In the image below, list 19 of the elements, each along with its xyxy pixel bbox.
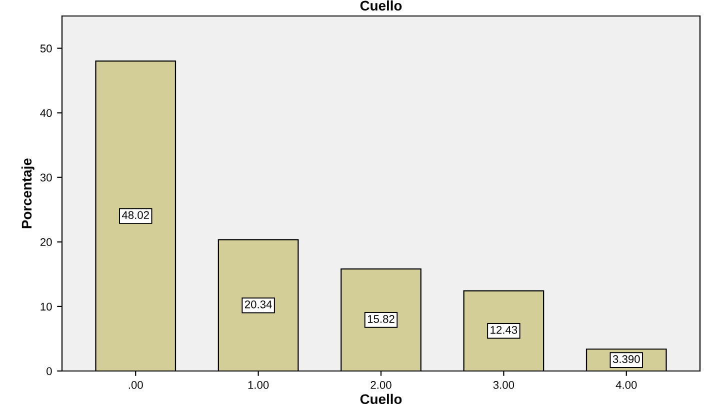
x-tick-label: .00 [128, 381, 143, 389]
x-axis-title: Cuello [360, 394, 402, 404]
data-label: 20.34 [244, 300, 272, 308]
data-label: 3.390 [612, 355, 640, 364]
x-tick-label: 1.00 [248, 381, 269, 389]
x-tick-label: 3.00 [493, 381, 514, 389]
y-tick-label: 40 [40, 109, 52, 117]
data-label: 15.82 [368, 315, 394, 323]
y-tick-label: 20 [40, 238, 52, 246]
y-tick-label: 50 [40, 44, 52, 52]
y-axis-title: Porcentaje [21, 158, 34, 228]
y-tick-label: 30 [40, 174, 52, 182]
y-tick-label: 0 [46, 367, 52, 376]
data-label: 12.43 [490, 326, 518, 334]
x-tick-label: 4.00 [616, 381, 637, 389]
x-tick-label: 2.00 [370, 381, 392, 389]
chart-title: Cuello [360, 0, 402, 11]
y-tick-label: 10 [40, 302, 52, 311]
data-label: 48.02 [122, 211, 149, 220]
